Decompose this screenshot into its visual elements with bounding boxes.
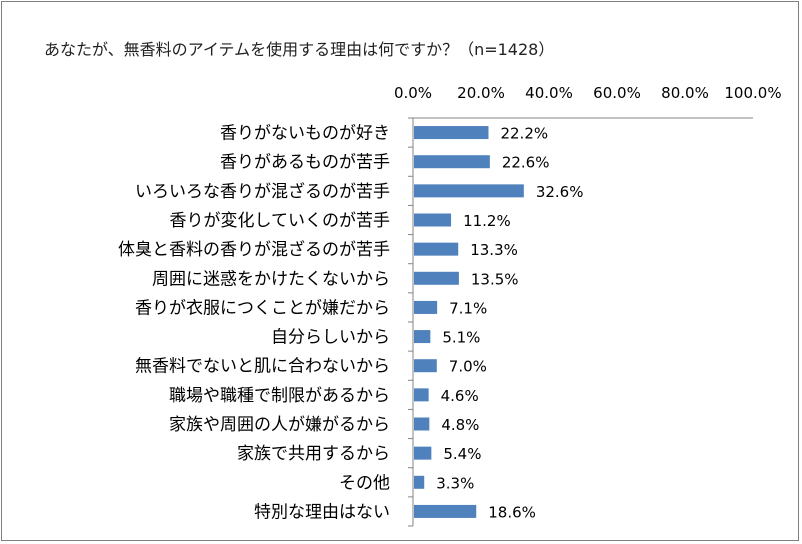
value-label: 13.5% <box>471 270 519 288</box>
x-tick-label: 20.0% <box>457 84 505 102</box>
category-label: 周囲に迷惑をかけたくないから <box>152 269 390 289</box>
value-label: 7.1% <box>449 299 487 317</box>
value-label: 7.0% <box>449 358 487 376</box>
category-label: 香りがないものが好き <box>220 124 390 144</box>
value-labels: 22.2% 22.6% 32.6% 11.2% 13.3% 13.5% 7.1% 5.1% 7.… <box>436 125 583 522</box>
value-label: 22.6% <box>502 154 550 172</box>
bar <box>414 388 429 402</box>
bar <box>414 330 431 344</box>
category-labels: 香りがないものが好き香りがあるものが苦手いろいろな香りが混ざるのが苦手香りが変化… <box>118 124 390 523</box>
x-tick-label: 40.0% <box>525 84 573 102</box>
category-label: 香りが衣服につくことが嫌だから <box>135 298 390 318</box>
category-label: 特別な理由はない <box>254 502 390 522</box>
bar <box>414 504 477 518</box>
x-tick-labels: 0.0% 20.0% 40.0% 60.0% 80.0% 100.0% <box>394 84 782 102</box>
x-tick-label: 100.0% <box>724 84 781 102</box>
value-label: 5.4% <box>443 445 481 463</box>
category-label: 職場や職種で制限があるから <box>169 386 390 406</box>
bar <box>414 155 490 169</box>
bar <box>414 359 437 373</box>
value-label: 18.6% <box>488 503 536 521</box>
value-label: 22.2% <box>500 125 548 143</box>
bar <box>414 417 430 431</box>
category-label: 香りが変化していくのが苦手 <box>170 211 391 231</box>
bar <box>414 300 438 314</box>
bar <box>414 446 432 460</box>
bar <box>414 242 459 256</box>
bars <box>414 126 524 518</box>
category-label: 家族や周囲の人が嫌がるから <box>169 415 390 435</box>
value-label: 13.3% <box>470 241 518 259</box>
category-label: 香りがあるものが苦手 <box>220 153 390 173</box>
value-label: 11.2% <box>463 212 511 230</box>
category-label: 体臭と香料の香りが混ざるのが苦手 <box>118 239 390 260</box>
chart-title: あなたが、無香料のアイテムを使用する理由は何ですか？（n=1428） <box>44 40 555 59</box>
category-label: 無香料でないと肌に合わないから <box>135 357 390 377</box>
category-label: その他 <box>339 473 390 493</box>
category-label: いろいろな香りが混ざるのが苦手 <box>135 181 390 202</box>
bar <box>414 126 489 140</box>
bar <box>414 184 524 198</box>
x-tick-label: 80.0% <box>661 84 709 102</box>
bar <box>414 475 425 489</box>
x-tick-label: 60.0% <box>593 84 641 102</box>
axes <box>408 117 753 527</box>
category-label: 自分らしいから <box>271 328 390 348</box>
bar <box>414 213 452 227</box>
category-label: 家族で共用するから <box>237 444 390 464</box>
bar <box>414 271 459 285</box>
value-label: 4.6% <box>441 387 479 405</box>
value-label: 5.1% <box>442 329 480 347</box>
value-label: 32.6% <box>536 183 584 201</box>
value-label: 3.3% <box>436 474 474 492</box>
x-tick-label: 0.0% <box>394 84 432 102</box>
value-label: 4.8% <box>441 416 479 434</box>
